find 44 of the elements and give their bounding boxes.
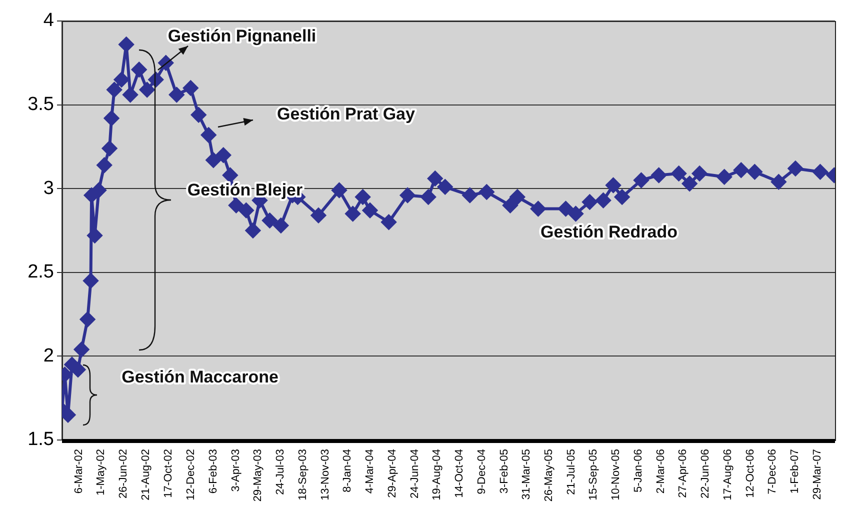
x-tick-label: 17-Aug-06 (722, 449, 734, 500)
y-tick-label: 2 (43, 345, 54, 366)
x-tick-label: 3-Apr-03 (230, 449, 242, 492)
y-tick-label: 3.5 (28, 94, 54, 116)
x-tick-label: 21-Jul-05 (565, 449, 578, 495)
x-tick-label: 4-Mar-04 (364, 449, 376, 494)
x-tick-label: 13-Nov-03 (319, 449, 332, 500)
x-tick-label: 26-Jun-02 (118, 449, 130, 499)
annotation: Gestión Prat Gay (277, 104, 416, 124)
x-tick-label: 8-Jan-04 (342, 449, 354, 492)
x-tick-label: 24-Jun-04 (408, 449, 421, 499)
x-tick-label: 10-Nov-05 (610, 449, 622, 500)
x-tick-label: 19-Aug-04 (431, 449, 444, 500)
x-tick-label: 2-Mar-06 (654, 449, 667, 494)
y-tick-label: 2.5 (28, 262, 54, 283)
x-tick-label: 5-Jan-06 (632, 449, 644, 492)
y-tick-label: 4 (43, 10, 54, 32)
x-tick-label: 6-Feb-03 (207, 449, 220, 494)
x-tick-label: 29-Apr-04 (386, 449, 398, 498)
x-tick-label: 17-Oct-02 (162, 449, 175, 498)
annotation: Gestión Pignanelli (168, 26, 316, 46)
x-tick-label: 29-May-03 (252, 449, 264, 502)
y-tick-label: 3 (43, 178, 54, 199)
x-tick-label: 9-Dec-04 (476, 449, 488, 494)
x-tick-label: 22-Jun-06 (700, 449, 712, 499)
x-tick-label: 21-Aug-02 (140, 449, 152, 500)
x-tick-label: 6-Mar-02 (72, 449, 85, 494)
x-tick-label: 18-Sep-03 (296, 449, 309, 500)
x-tick-label: 1-May-02 (95, 449, 108, 496)
x-tick-label: 7-Dec-06 (766, 449, 779, 494)
x-tick-label: 12-Oct-06 (744, 449, 756, 498)
x-tick-label: 1-Feb-07 (789, 449, 802, 494)
x-tick-label: 24-Jul-03 (274, 449, 287, 495)
x-tick-label: 15-Sep-05 (588, 449, 600, 500)
x-tick-label: 3-Feb-05 (498, 449, 510, 494)
x-tick-label: 12-Dec-02 (185, 449, 198, 500)
annotation: Gestión Redrado (540, 222, 678, 242)
x-tick-label: 26-May-05 (543, 449, 555, 502)
x-tick-label: 31-Mar-05 (520, 449, 533, 500)
annotation: Gestión Maccarone (122, 368, 278, 387)
x-tick-label: 29-Mar-07 (811, 449, 824, 500)
x-tick-label: 14-Oct-04 (454, 449, 466, 498)
y-tick-label: 1.5 (28, 429, 54, 450)
x-tick-label: 27-Apr-06 (677, 449, 690, 498)
